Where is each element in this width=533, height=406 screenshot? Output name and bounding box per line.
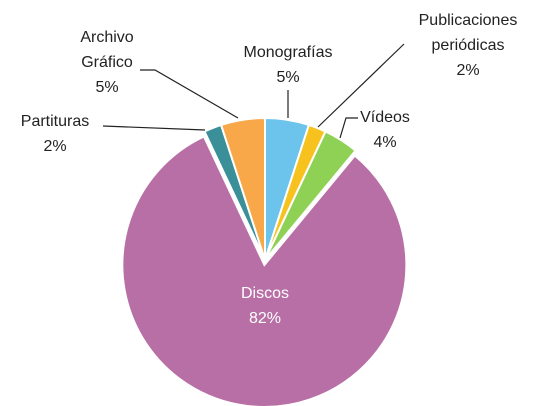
value-label: 2% — [43, 138, 67, 155]
slice-label: Publicaciones periódicas 2% — [403, 8, 533, 83]
value-label: 2% — [456, 62, 480, 79]
leader-line — [339, 117, 358, 139]
pie-slice — [219, 116, 266, 261]
category-name: Discos — [240, 285, 289, 302]
slice-label: Archivo Gráfico 5% — [67, 25, 147, 100]
leader-line — [140, 69, 239, 119]
value-label: 5% — [95, 79, 119, 96]
category-name: Monografías — [243, 44, 333, 61]
category-name: Archivo Gráfico — [80, 29, 134, 71]
value-label: 82% — [248, 310, 282, 327]
category-name: Vídeos — [360, 109, 410, 126]
slice-label: Partituras 2% — [5, 109, 105, 159]
slice-label: Monografías 5% — [228, 40, 348, 90]
slice-label: Discos 82% — [215, 281, 315, 331]
leader-line — [317, 43, 405, 128]
category-name: Partituras — [20, 113, 90, 130]
pie-slice — [264, 130, 357, 261]
slice-label: Vídeos 4% — [345, 105, 425, 155]
leader-line — [102, 125, 206, 131]
value-label: 4% — [373, 134, 397, 151]
category-name: Publicaciones periódicas — [418, 12, 518, 54]
value-label: 5% — [276, 69, 300, 86]
